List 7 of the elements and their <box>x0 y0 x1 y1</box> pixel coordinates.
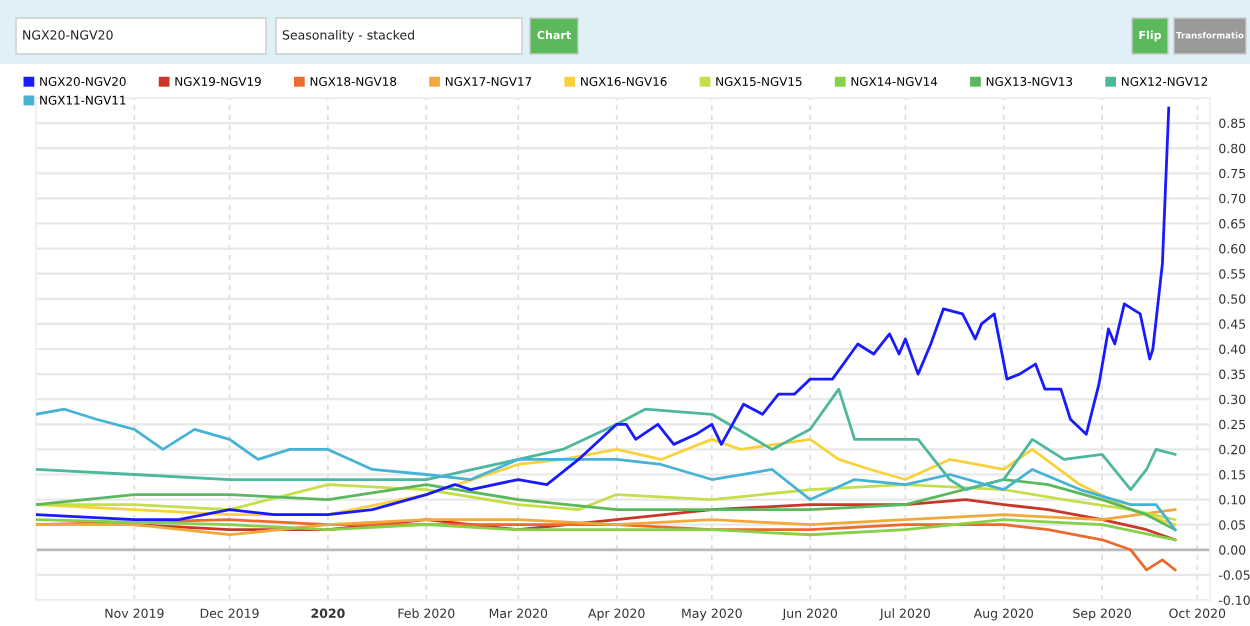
line-series <box>36 483 1177 522</box>
line-series <box>36 518 1177 542</box>
line-series <box>36 508 1177 537</box>
line-series <box>36 478 1177 532</box>
line-series <box>36 407 1177 532</box>
line-series <box>36 106 1171 522</box>
line-series <box>36 387 1177 491</box>
